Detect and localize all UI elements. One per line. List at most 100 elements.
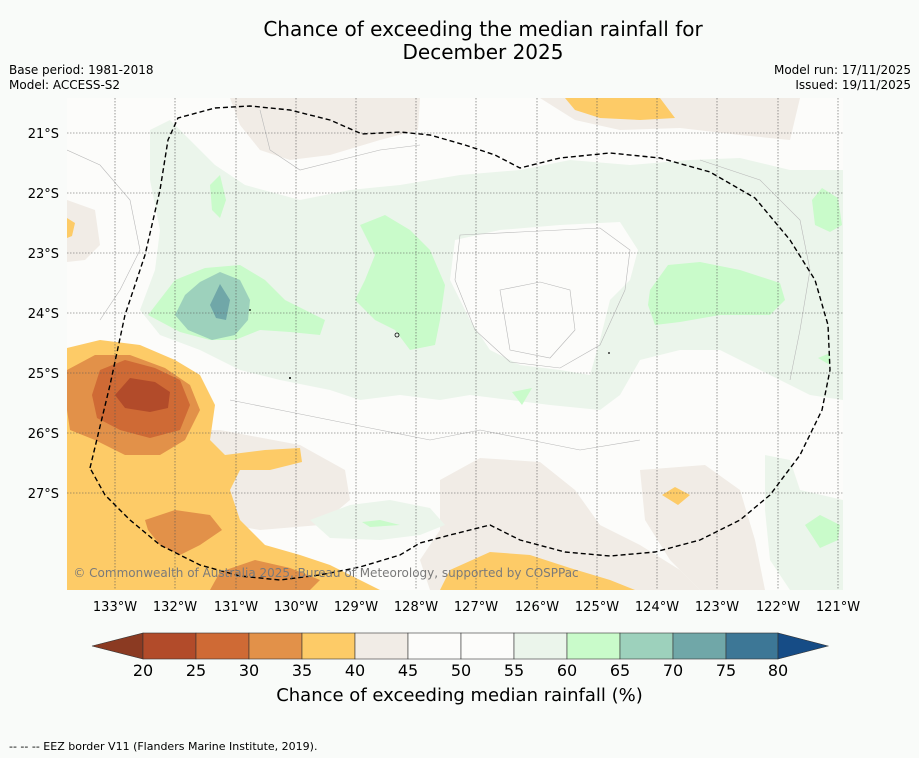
meta-left: Base period: 1981-2018 Model: ACCESS-S2 bbox=[9, 63, 154, 93]
lon-label-127: 127°W bbox=[454, 600, 498, 615]
orange-35-region-west-edge bbox=[67, 218, 75, 238]
title-line-1: Chance of exceeding the median rainfall … bbox=[263, 17, 703, 41]
island-dot-2 bbox=[394, 332, 400, 338]
lon-label-128: 128°W bbox=[394, 600, 438, 615]
colorbar-bin-45-50 bbox=[407, 632, 462, 660]
white-region-centre bbox=[450, 222, 638, 375]
colorbar-tick-50: 50 bbox=[451, 661, 471, 680]
lon-label-125: 125°W bbox=[575, 600, 619, 615]
brown-30-region-south bbox=[145, 510, 222, 555]
colorbar-bin-70-75 bbox=[672, 632, 727, 660]
lat-label-22: 22°S bbox=[28, 187, 59, 202]
green-60-region-small-a bbox=[512, 388, 532, 405]
contour-line-2 bbox=[454, 227, 631, 369]
eez-footnote: -- -- -- EEZ border V11 (Flanders Marine… bbox=[9, 740, 318, 753]
colorbar: 20 25 30 35 40 45 50 55 60 65 70 75 80 bbox=[91, 632, 830, 680]
lon-label-121: 121°W bbox=[816, 600, 860, 615]
title-line-2: December 2025 bbox=[402, 40, 564, 64]
map-fill-layer bbox=[67, 98, 843, 590]
lat-label-27: 27°S bbox=[28, 487, 59, 502]
colorbar-arrow-high bbox=[777, 632, 830, 660]
orange-35-region-north bbox=[565, 98, 675, 120]
green-60-region-northeast bbox=[812, 188, 842, 232]
lon-labels: 133°W 132°W 131°W 130°W 129°W 128°W 127°… bbox=[93, 600, 860, 615]
colorbar-bin-35-40 bbox=[301, 632, 356, 660]
colorbar-segments bbox=[91, 632, 830, 660]
lon-label-132: 132°W bbox=[153, 600, 197, 615]
green-55-region-southwest bbox=[310, 500, 445, 540]
lat-label-26: 26°S bbox=[28, 427, 59, 442]
colorbar-bin-30-35 bbox=[248, 632, 303, 660]
lon-label-126: 126°W bbox=[515, 600, 559, 615]
colorbar-bin-20-25 bbox=[142, 632, 197, 660]
orange-35-region-south bbox=[440, 552, 635, 590]
lat-label-25: 25°S bbox=[28, 367, 59, 382]
lat-label-21: 21°S bbox=[28, 127, 59, 142]
brown-20-region bbox=[115, 378, 170, 412]
contour-lines bbox=[67, 109, 811, 451]
colorbar-bin-60-65 bbox=[566, 632, 621, 660]
colorbar-bin-65-70 bbox=[619, 632, 674, 660]
lon-label-122: 122°W bbox=[756, 600, 800, 615]
beige-region-west bbox=[67, 200, 100, 262]
lat-labels: 21°S 22°S 23°S 24°S 25°S 26°S 27°S bbox=[28, 127, 59, 502]
colorbar-label: Chance of exceeding median rainfall (%) bbox=[276, 685, 643, 706]
map-title: Chance of exceeding the median rainfall … bbox=[180, 18, 786, 64]
colorbar-tick-70: 70 bbox=[663, 661, 683, 680]
model-text: Model: ACCESS-S2 bbox=[9, 78, 121, 92]
colorbar-tick-60: 60 bbox=[557, 661, 577, 680]
green-55-region-southeast bbox=[765, 455, 843, 590]
map-markers bbox=[249, 309, 610, 379]
map-grid bbox=[67, 98, 843, 590]
contour-line-5 bbox=[259, 109, 421, 171]
rainfall-map: © Commonwealth of Australia 2025, Bureau… bbox=[28, 98, 860, 615]
lon-label-130: 130°W bbox=[274, 600, 318, 615]
contour-line-4 bbox=[229, 399, 641, 451]
lon-label-131: 131°W bbox=[214, 600, 258, 615]
lon-label-129: 129°W bbox=[334, 600, 378, 615]
green-60-region-northwest bbox=[210, 175, 226, 218]
lon-label-123: 123°W bbox=[695, 600, 739, 615]
beige-region-north bbox=[230, 98, 420, 160]
colorbar-tick-40: 40 bbox=[345, 661, 365, 680]
colorbar-tick-80: 80 bbox=[768, 661, 788, 680]
green-60-region-centre bbox=[355, 215, 445, 350]
colorbar-arrow-low bbox=[91, 632, 144, 660]
colorbar-tick-35: 35 bbox=[292, 661, 312, 680]
teal-70-region bbox=[210, 284, 230, 320]
colorbar-tick-65: 65 bbox=[610, 661, 630, 680]
colorbar-bin-40-45 bbox=[354, 632, 409, 660]
contour-line-6 bbox=[699, 159, 811, 381]
colorbar-tick-20: 20 bbox=[133, 661, 153, 680]
contour-line-1 bbox=[67, 149, 141, 321]
colorbar-tick-30: 30 bbox=[239, 661, 259, 680]
green-60-region-southeast bbox=[805, 515, 840, 548]
copyright-text: © Commonwealth of Australia 2025, Bureau… bbox=[73, 566, 578, 580]
issued-text: Issued: 19/11/2025 bbox=[795, 78, 911, 92]
lon-label-124: 124°W bbox=[635, 600, 679, 615]
green-60-region-east bbox=[648, 262, 785, 325]
colorbar-ticks: 20 25 30 35 40 45 50 55 60 65 70 75 80 bbox=[133, 661, 788, 680]
island-dot-3 bbox=[608, 352, 610, 354]
colorbar-tick-25: 25 bbox=[186, 661, 206, 680]
colorbar-bin-25-30 bbox=[195, 632, 250, 660]
model-run-text: Model run: 17/11/2025 bbox=[773, 63, 911, 77]
island-dot-4 bbox=[249, 309, 251, 311]
colorbar-bin-55-60 bbox=[513, 632, 568, 660]
base-period-text: Base period: 1981-2018 bbox=[9, 63, 154, 77]
orange-35-region-east bbox=[662, 487, 690, 505]
contour-line-3 bbox=[499, 281, 576, 359]
lon-label-133: 133°W bbox=[93, 600, 137, 615]
lat-label-24: 24°S bbox=[28, 307, 59, 322]
colorbar-bin-75-80 bbox=[725, 632, 779, 660]
colorbar-tick-45: 45 bbox=[398, 661, 418, 680]
green-60-region-small-b bbox=[362, 520, 400, 527]
colorbar-bin-50-55 bbox=[460, 632, 515, 660]
lat-label-23: 23°S bbox=[28, 247, 59, 262]
green-60-region-small-c bbox=[818, 353, 830, 365]
brown-30-region-bottom bbox=[210, 560, 320, 590]
island-dot-1 bbox=[289, 377, 291, 379]
meta-right: Model run: 17/11/2025 Issued: 19/11/2025 bbox=[774, 63, 911, 93]
colorbar-tick-55: 55 bbox=[504, 661, 524, 680]
colorbar-tick-75: 75 bbox=[716, 661, 736, 680]
